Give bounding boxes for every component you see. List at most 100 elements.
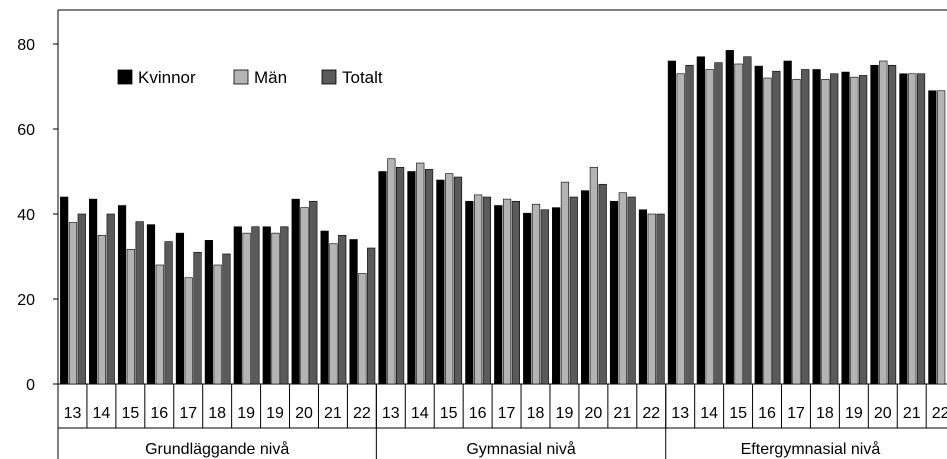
x-category-label: 16 xyxy=(469,405,487,422)
bar-män xyxy=(213,264,222,385)
x-category-label: 21 xyxy=(903,405,921,422)
legend-label-män: Män xyxy=(254,68,287,87)
legend-label-kvinnor: Kvinnor xyxy=(138,68,196,87)
bar-totalt xyxy=(338,234,347,385)
x-category-label: 21 xyxy=(324,405,342,422)
bar-kvinnor xyxy=(233,226,242,385)
bar-män xyxy=(474,194,483,385)
bar-kvinnor xyxy=(89,198,98,385)
bar-totalt xyxy=(396,166,405,385)
y-tick-label: 20 xyxy=(17,292,35,309)
x-category-label: 18 xyxy=(527,405,545,422)
bar-män xyxy=(531,203,541,385)
bar-totalt xyxy=(309,200,318,385)
x-category-label: 17 xyxy=(787,405,805,422)
bar-totalt xyxy=(540,209,549,385)
bar-kvinnor xyxy=(175,232,185,385)
y-tick-label: 0 xyxy=(26,377,35,394)
bar-kvinnor xyxy=(725,50,734,385)
bar-kvinnor xyxy=(783,60,792,385)
bar-kvinnor xyxy=(580,190,590,385)
x-category-label: 19 xyxy=(237,405,255,422)
x-category-label: 18 xyxy=(816,405,834,422)
bar-män xyxy=(329,243,338,385)
bar-män xyxy=(358,273,367,385)
bar-män xyxy=(821,78,830,385)
x-category-label: 19 xyxy=(845,405,863,422)
bar-kvinnor xyxy=(117,205,127,385)
bar-totalt xyxy=(482,196,492,385)
x-group-label: Grundläggande nivå xyxy=(145,440,289,458)
bar-totalt xyxy=(830,73,839,385)
legend-swatch-totalt xyxy=(321,69,337,85)
bar-kvinnor xyxy=(552,207,561,385)
bar-män xyxy=(879,60,888,385)
bar-totalt xyxy=(367,247,376,385)
bar-män xyxy=(387,158,396,385)
bar-män xyxy=(937,90,946,385)
bar-kvinnor xyxy=(407,171,416,385)
bar-män xyxy=(271,232,280,385)
bar-totalt xyxy=(656,213,665,385)
bar-kvinnor xyxy=(146,224,156,385)
x-category-label: 14 xyxy=(93,405,111,422)
y-tick-label: 80 xyxy=(17,37,35,54)
bar-män xyxy=(647,213,656,385)
bar-kvinnor xyxy=(291,198,300,385)
x-category-label: 22 xyxy=(932,405,947,422)
bar-totalt xyxy=(887,64,897,385)
legend-swatch-kvinnor xyxy=(117,69,133,85)
y-tick-label: 40 xyxy=(17,207,35,224)
legend-swatch-män xyxy=(233,69,249,85)
bar-totalt xyxy=(511,200,520,385)
x-category-label: 17 xyxy=(498,405,516,422)
x-category-label: 16 xyxy=(150,405,168,422)
bar-män xyxy=(416,162,425,385)
bar-män xyxy=(445,173,454,385)
bar-kvinnor xyxy=(667,60,677,385)
bar-totalt xyxy=(222,253,231,385)
legend: Kvinnor Män Totalt xyxy=(117,68,383,87)
bar-män xyxy=(184,277,193,385)
bar-totalt xyxy=(772,70,781,385)
bar-totalt xyxy=(280,226,289,385)
x-category-label: 15 xyxy=(121,405,139,422)
bar-kvinnor xyxy=(609,200,619,385)
bar-kvinnor xyxy=(436,179,445,385)
bar-män xyxy=(850,76,859,385)
legend-label-totalt: Totalt xyxy=(342,68,383,87)
bar-kvinnor xyxy=(638,209,648,385)
bar-totalt xyxy=(569,196,578,385)
bar-kvinnor xyxy=(60,196,69,385)
bar-kvinnor xyxy=(378,171,387,385)
bar-totalt xyxy=(77,213,86,385)
x-axis-groups: Grundläggande nivå Gymnasial nivå Eftergym… xyxy=(57,384,947,459)
bar-män xyxy=(792,78,801,385)
bar-män xyxy=(68,222,78,385)
bar-kvinnor xyxy=(204,240,213,385)
bar-totalt xyxy=(193,251,202,385)
x-group-label: Gymnasial nivå xyxy=(466,440,575,458)
bar-totalt xyxy=(424,169,434,385)
x-category-label: 13 xyxy=(64,405,82,422)
x-category-label: 19 xyxy=(556,405,574,422)
bar-män xyxy=(502,198,512,385)
y-tick-label: 60 xyxy=(17,122,35,139)
x-group-label: Eftergymnasial nivå xyxy=(741,440,881,458)
x-category-label: 22 xyxy=(353,405,371,422)
bar-kvinnor xyxy=(928,90,937,385)
bar-män xyxy=(300,207,309,385)
bar-män xyxy=(763,77,772,385)
bar-totalt xyxy=(598,183,607,385)
bar-kvinnor xyxy=(494,205,503,385)
x-category-label: 18 xyxy=(208,405,226,422)
bar-kvinnor xyxy=(523,212,532,385)
bar-kvinnor xyxy=(696,56,705,385)
bar-totalt xyxy=(251,226,260,385)
x-category-label: 22 xyxy=(642,405,660,422)
bar-kvinnor xyxy=(841,71,850,385)
bar-män xyxy=(676,73,685,385)
bar-totalt xyxy=(916,73,926,385)
bar-totalt xyxy=(743,56,752,385)
bar-totalt xyxy=(164,241,173,385)
